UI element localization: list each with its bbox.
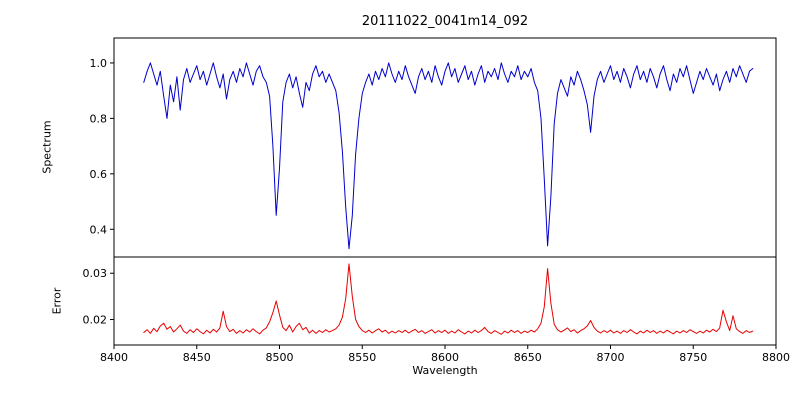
error-panel-frame	[113, 256, 777, 346]
x-tick-label: 8600	[431, 351, 459, 364]
spectrum-line	[143, 62, 754, 250]
error-y-tick-label: 0.03	[83, 267, 108, 280]
error-line	[143, 263, 754, 335]
spectrum-y-tick-label: 0.8	[90, 112, 108, 125]
spectrum-y-tick-label: 0.4	[90, 223, 108, 236]
x-tick-label: 8450	[183, 351, 211, 364]
error-y-tick-label: 0.02	[83, 314, 108, 327]
chart-title: 20111022_0041m14_092	[361, 14, 529, 29]
x-tick-label: 8400	[100, 351, 128, 364]
x-tick-label: 8700	[597, 351, 625, 364]
x-axis-label: Wavelength	[412, 364, 478, 377]
x-tick-label: 8800	[762, 351, 790, 364]
x-tick-label: 8750	[679, 351, 707, 364]
error-y-axis-label: Error	[50, 287, 64, 315]
spectrum-y-tick-label: 1.0	[90, 57, 108, 70]
x-tick-label: 8500	[266, 351, 294, 364]
x-tick-label: 8650	[514, 351, 542, 364]
spectrum-y-axis-label: Spectrum	[40, 120, 54, 174]
spectrum-y-tick-label: 0.6	[90, 168, 108, 181]
x-tick-label: 8550	[348, 351, 376, 364]
